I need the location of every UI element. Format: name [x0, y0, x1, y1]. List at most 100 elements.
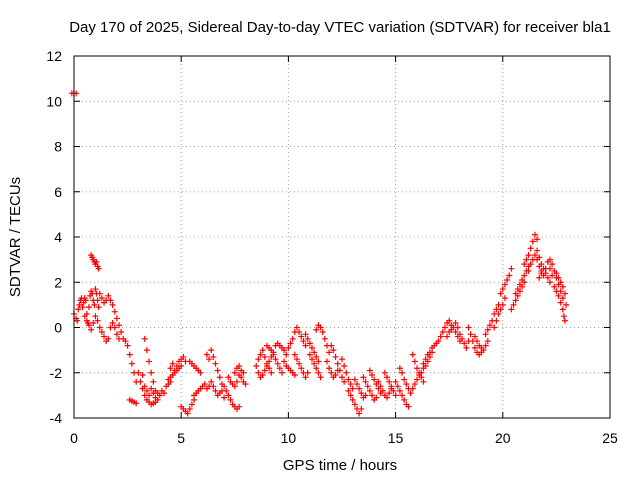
data-point [210, 353, 217, 360]
data-point [296, 329, 303, 336]
data-point [261, 367, 268, 374]
x-tick-label: 20 [495, 430, 511, 446]
data-point [95, 265, 102, 272]
data-point [409, 351, 416, 358]
data-point [330, 347, 337, 354]
data-point [512, 290, 519, 297]
data-point [321, 335, 328, 342]
data-point [497, 290, 504, 297]
data-point [167, 378, 174, 385]
data-point [139, 372, 146, 379]
data-point [463, 344, 470, 351]
data-point [411, 358, 418, 365]
data-point [519, 276, 526, 283]
x-axis-label: GPS time / hours [283, 457, 397, 474]
data-point [124, 342, 131, 349]
data-point [341, 378, 348, 385]
data-point [281, 358, 288, 365]
data-point [259, 372, 266, 379]
data-point [345, 387, 352, 394]
data-point [79, 304, 86, 311]
data-point [83, 317, 90, 324]
data-point [339, 374, 345, 381]
data-point [315, 369, 322, 376]
data-point [381, 369, 388, 376]
data-point [285, 344, 292, 351]
data-point [298, 365, 305, 372]
data-point [137, 378, 144, 385]
data-point [214, 367, 221, 374]
data-point [148, 385, 155, 392]
data-point [96, 324, 103, 331]
data-point [546, 279, 553, 286]
data-point [354, 381, 361, 388]
data-point [146, 392, 153, 399]
data-point [274, 360, 281, 367]
data-point [167, 365, 174, 372]
data-point [559, 283, 566, 290]
data-point [399, 392, 406, 399]
data-point [504, 276, 511, 283]
data-point [540, 265, 547, 272]
data-point [480, 347, 487, 354]
x-tick-label: 10 [281, 430, 297, 446]
data-point [302, 331, 309, 338]
data-point [216, 374, 223, 381]
data-point [474, 338, 481, 345]
data-point [76, 301, 83, 308]
data-point [424, 358, 431, 365]
data-point [508, 306, 515, 313]
data-point [150, 378, 157, 385]
data-point [459, 335, 466, 342]
data-point [91, 301, 98, 308]
data-point [401, 376, 408, 383]
data-point [356, 385, 363, 392]
data-point [302, 342, 309, 349]
data-point [178, 362, 185, 369]
data-point [291, 372, 298, 379]
data-point [544, 274, 551, 281]
data-point [257, 351, 264, 358]
data-point [111, 324, 118, 331]
data-point [221, 394, 228, 401]
data-point [75, 306, 82, 313]
data-point [317, 324, 324, 331]
data-point [169, 360, 176, 367]
data-point [471, 344, 478, 351]
data-point [188, 401, 195, 408]
data-point [386, 390, 393, 397]
data-point [484, 326, 491, 333]
data-point [351, 401, 358, 408]
data-point [304, 369, 311, 376]
data-point [210, 383, 217, 390]
data-point [392, 378, 399, 385]
data-point [559, 295, 566, 302]
data-point [525, 267, 532, 274]
data-point [283, 351, 290, 358]
data-point [116, 335, 123, 342]
data-point [542, 270, 549, 277]
data-point [116, 322, 123, 329]
data-point [467, 331, 474, 338]
data-point [444, 333, 451, 340]
data-point [105, 292, 112, 299]
data-point [529, 238, 536, 245]
data-point [328, 342, 335, 349]
data-point [328, 369, 335, 376]
data-point [373, 394, 380, 401]
data-point [435, 338, 442, 345]
data-point [501, 281, 508, 288]
data-point [429, 349, 436, 356]
data-point [81, 313, 88, 320]
data-point [384, 374, 391, 381]
data-point [527, 245, 534, 252]
data-point [293, 356, 300, 363]
data-point [313, 326, 320, 333]
data-point [287, 340, 294, 347]
data-point [356, 410, 363, 417]
data-point [223, 387, 230, 394]
data-point [531, 252, 538, 259]
data-point [499, 286, 506, 293]
data-point [141, 335, 148, 342]
data-point [270, 351, 277, 358]
